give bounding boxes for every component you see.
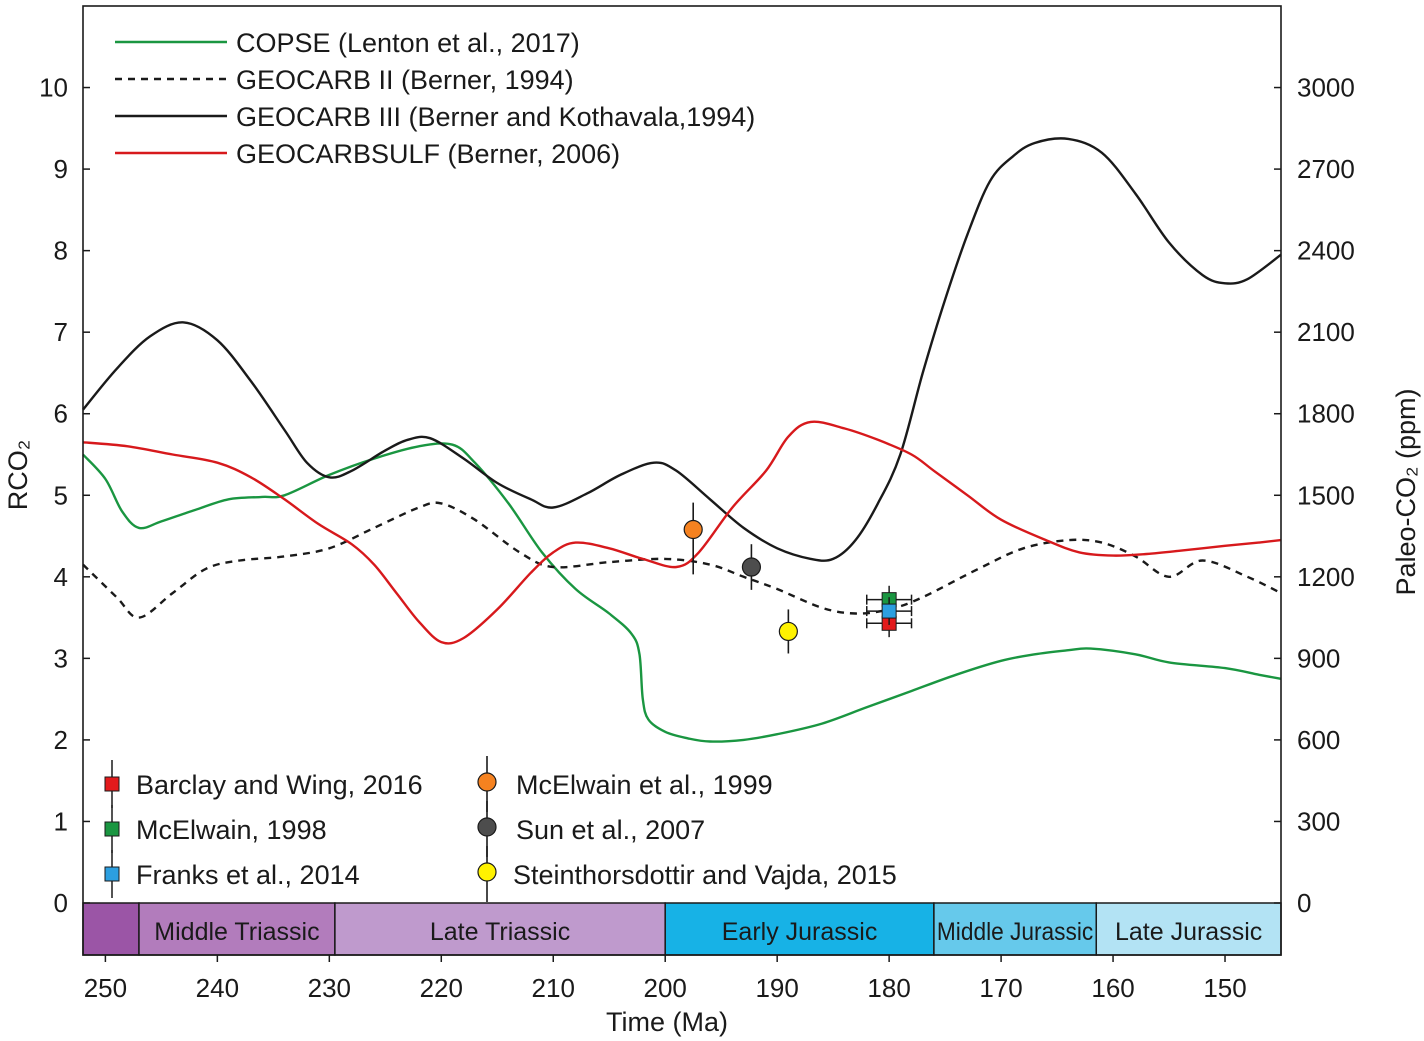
y-tick-label-right: 600	[1297, 725, 1340, 755]
legend-item-geocarbsulf: GEOCARBSULF (Berner, 2006)	[115, 139, 620, 169]
y-tick-label-right: 900	[1297, 643, 1340, 673]
legend-proxy-data: Barclay and Wing, 2016 McElwain, 1998 Fran…	[104, 756, 897, 902]
legend-square-marker	[104, 821, 120, 837]
legend-label: GEOCARB III (Berner and Kothavala,1994)	[236, 102, 755, 132]
square-marker	[881, 603, 897, 619]
x-tick-label: 210	[532, 973, 575, 1003]
period-band-middle-triassic	[138, 902, 336, 956]
circle-marker	[741, 557, 762, 577]
circle-marker	[778, 621, 798, 642]
legend-label: GEOCARB II (Berner, 1994)	[236, 65, 574, 95]
legend-label: Franks et al., 2014	[136, 860, 360, 890]
x-tick-label: 170	[979, 973, 1022, 1003]
x-tick-label: 200	[644, 973, 687, 1003]
period-band-early-jurassic	[664, 902, 935, 956]
legend-item-barclay-and-wing-2016: Barclay and Wing, 2016	[104, 760, 423, 808]
legend-square-marker	[104, 866, 120, 882]
legend-square-marker	[104, 776, 120, 792]
plot-frame	[82, 5, 1282, 956]
legend-item-geocarb-iii: GEOCARB III (Berner and Kothavala,1994)	[115, 102, 755, 132]
x-tick-label: 250	[84, 973, 127, 1003]
y-tick-label-left: 10	[39, 73, 68, 103]
legend-item-mcelwain-et-al-1999: McElwain et al., 1999	[477, 756, 773, 812]
y-tick-label-left: 3	[54, 643, 68, 673]
legend-label: Steinthorsdottir and Vajda, 2015	[513, 860, 897, 890]
x-axis-title: Time (Ma)	[606, 1007, 728, 1037]
point-steinthorsdottir-and-vajda-2015	[778, 609, 798, 654]
legend-label: Barclay and Wing, 2016	[136, 770, 423, 800]
x-tick-label: 220	[420, 973, 463, 1003]
y-tick-label-left: 6	[54, 399, 68, 429]
legend-item-mcelwain-1998: McElwain, 1998	[104, 805, 327, 853]
y-tick-label-right: 2700	[1297, 154, 1355, 184]
curve-geocarb-iii	[82, 137, 1282, 562]
legend-label: Sun et al., 2007	[516, 815, 705, 845]
point-franks-et-al-2014	[865, 597, 913, 625]
axis-ticks: 250 240 230 220 210 200 190 180 170 160 1500123456…	[39, 73, 1355, 1003]
period-label-late-jurassic: Late Jurassic	[1115, 918, 1262, 946]
x-tick-label: 190	[755, 973, 798, 1003]
legend-item-copse: COPSE (Lenton et al., 2017)	[115, 28, 580, 58]
y-tick-label-right: 2100	[1297, 317, 1355, 347]
legend-model-curves: COPSE (Lenton et al., 2017) GEOCARB II (B…	[115, 28, 755, 169]
y-tick-label-left: 7	[54, 317, 68, 347]
curve-copse	[82, 442, 1282, 743]
legend-label: McElwain, 1998	[136, 815, 327, 845]
model-curves	[82, 137, 1282, 743]
period-label-late-triassic: Late Triassic	[430, 918, 570, 946]
y-tick-label-left: 1	[54, 806, 68, 836]
legend-item-sun-et-al-2007: Sun et al., 2007	[477, 801, 705, 857]
legend-item-franks-et-al-2014: Franks et al., 2014	[104, 850, 360, 898]
y-tick-label-left: 9	[54, 154, 68, 184]
y-tick-label-right: 1500	[1297, 480, 1355, 510]
period-bands: Middle Triassic Late Triassic Early Jurass…	[82, 902, 1282, 956]
x-tick-label: 160	[1091, 973, 1134, 1003]
legend-circle-marker	[477, 772, 497, 792]
y-tick-label-left: 4	[54, 562, 68, 592]
x-tick-label: 240	[196, 973, 239, 1003]
legend-label: COPSE (Lenton et al., 2017)	[236, 28, 580, 58]
y-tick-label-right: 2400	[1297, 236, 1355, 266]
y-tick-label-left: 8	[54, 236, 68, 266]
period-band-early-triassic	[82, 902, 140, 956]
y-tick-label-left: 5	[54, 480, 68, 510]
legend-label: McElwain et al., 1999	[516, 770, 773, 800]
period-label-middle-triassic: Middle Triassic	[154, 918, 319, 946]
y-tick-label-left: 2	[54, 725, 68, 755]
y-tick-label-right: 300	[1297, 806, 1340, 836]
circle-marker	[683, 519, 703, 540]
plot-border	[82, 5, 1282, 956]
y-tick-label-right: 1800	[1297, 399, 1355, 429]
legend-circle-marker	[477, 817, 497, 837]
legend-label: GEOCARBSULF (Berner, 2006)	[236, 139, 620, 169]
x-tick-label: 230	[308, 973, 351, 1003]
legend-item-geocarb-ii: GEOCARB II (Berner, 1994)	[115, 65, 574, 95]
curve-geocarbsulf	[82, 420, 1282, 645]
y-tick-label-right: 1200	[1297, 562, 1355, 592]
y-tick-label-right: 3000	[1297, 73, 1355, 103]
period-label-early-jurassic: Early Jurassic	[722, 918, 878, 946]
point-mcelwain-et-al-1999	[683, 502, 703, 575]
legend-item-steinthorsdottir-and-vajda-2015: Steinthorsdottir and Vajda, 2015	[477, 846, 897, 902]
y-tick-label-right: 0	[1297, 888, 1311, 918]
x-tick-label: 150	[1203, 973, 1246, 1003]
point-sun-et-al-2007	[741, 544, 762, 590]
legend-circle-marker	[477, 862, 497, 882]
y-axis-title-left: RCO₂	[3, 440, 33, 510]
period-band-late-triassic	[334, 902, 666, 956]
period-label-middle-jurassic: Middle Jurassic	[937, 918, 1093, 946]
y-tick-label-left: 0	[54, 888, 68, 918]
curve-geocarb-ii	[82, 501, 1282, 619]
x-tick-label: 180	[867, 973, 910, 1003]
proxy-data-points	[683, 502, 913, 654]
y-axis-title-right: Paleo-CO₂ (ppm)	[1391, 388, 1421, 595]
